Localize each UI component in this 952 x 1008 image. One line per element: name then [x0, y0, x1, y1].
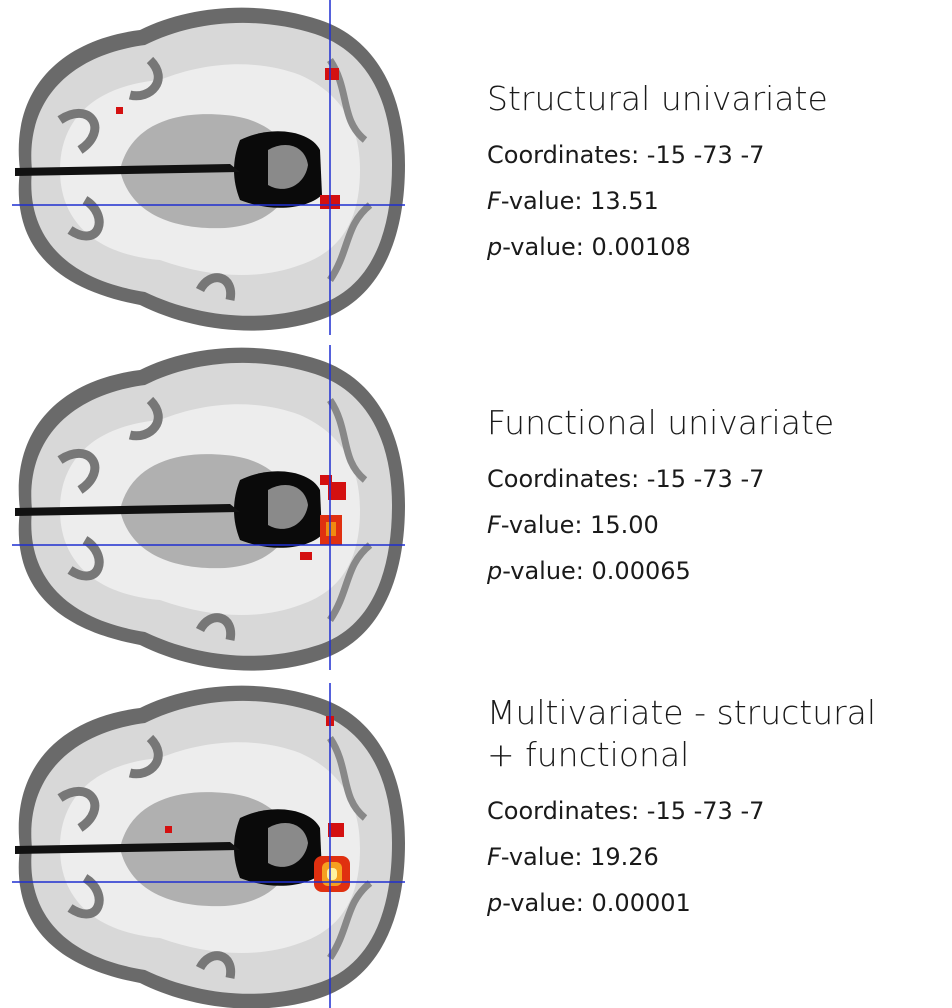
stat-text: -value: 13.51 [500, 187, 659, 215]
panel-title: + functional [487, 735, 690, 774]
p-value: p-value: 0.00065 [487, 548, 834, 594]
stat-symbol: p [487, 233, 503, 261]
stat-symbol: p [487, 889, 503, 917]
brain-slice [12, 345, 405, 671]
stat-symbol: F [487, 511, 501, 539]
brain-slice [12, 683, 405, 1008]
p-value: p-value: 0.00001 [487, 880, 876, 926]
stat-text: -value: 15.00 [500, 511, 659, 539]
spacer [487, 444, 834, 456]
p-value: p-value: 0.00108 [487, 224, 828, 270]
stat-symbol: F [487, 187, 501, 215]
f-value: F-value: 13.51 [487, 178, 828, 224]
panel-title: Multivariate - structural [487, 693, 877, 732]
panel-title: Functional univariate [487, 403, 835, 442]
stat-text: -value: 0.00001 [502, 889, 691, 917]
panel-text: Multivariate - structural + functional Coo… [487, 692, 876, 926]
stat-text: -value: 19.26 [500, 843, 659, 871]
stat-symbol: F [487, 843, 501, 871]
coordinates: Coordinates: -15 -73 -7 [487, 797, 765, 825]
panel-title: Structural univariate [487, 79, 828, 118]
coordinates: Coordinates: -15 -73 -7 [487, 141, 765, 169]
coordinates: Coordinates: -15 -73 -7 [487, 465, 765, 493]
spacer [487, 120, 828, 132]
spacer [487, 776, 876, 788]
f-value: F-value: 15.00 [487, 502, 834, 548]
stat-symbol: p [487, 557, 503, 585]
panel-text: Structural univariate Coordinates: -15 -7… [487, 78, 828, 270]
brain-slice [12, 0, 405, 335]
f-value: F-value: 19.26 [487, 834, 876, 880]
stat-text: -value: 0.00065 [502, 557, 691, 585]
panel-text: Functional univariate Coordinates: -15 -7… [487, 402, 834, 594]
stat-text: -value: 0.00108 [502, 233, 691, 261]
